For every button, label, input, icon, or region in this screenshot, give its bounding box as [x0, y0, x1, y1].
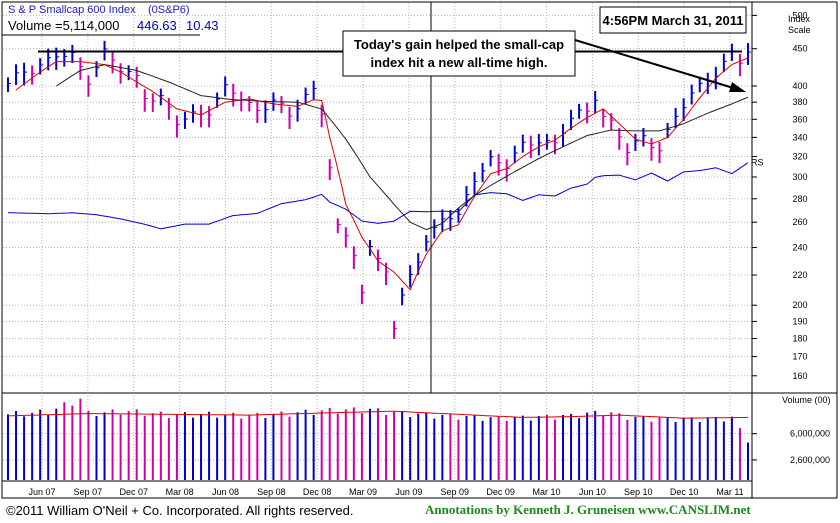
x-tick-label: Jun 07 — [28, 487, 55, 497]
price-axis-ticks: 500 450 400 380 360 340 320 300 280 260 240 220 200 1… — [752, 10, 808, 381]
volume-average-line — [7, 410, 749, 419]
x-tick-label: Mar 11 — [716, 487, 743, 497]
price-tick-label: 400 — [792, 81, 807, 91]
copyright: ©2011 William O'Neil + Co. Incorporated.… — [6, 503, 354, 518]
price-tick-label: 180 — [792, 334, 807, 344]
price-tick-label: 500 — [792, 10, 807, 20]
price-tick-label: 280 — [792, 194, 807, 204]
price-tick-label: 200 — [792, 300, 807, 310]
x-tick-label: Sep 07 — [74, 487, 103, 497]
annotation-arrowhead — [729, 82, 746, 92]
annotation-box — [342, 30, 576, 77]
x-tick-label: Jun 09 — [395, 487, 422, 497]
timestamp: 4:56PM March 31, 2011 — [603, 13, 744, 28]
price-tick-label: 320 — [792, 152, 807, 162]
x-tick-label: Dec 08 — [303, 487, 332, 497]
timestamp-box — [599, 6, 747, 34]
rs-line — [7, 162, 749, 230]
x-tick-label: Dec 09 — [486, 487, 515, 497]
annotation-arrow-line — [574, 39, 741, 91]
price-tick-label: 300 — [792, 172, 807, 182]
x-tick-label: Jun 08 — [212, 487, 239, 497]
annotation-line-1: Today's gain helped the small-cap — [354, 37, 564, 52]
x-tick-label: Dec 07 — [119, 487, 148, 497]
annotations-credit: Annotations by Kenneth J. Gruneisen www.… — [425, 502, 751, 517]
x-tick-label: Dec 10 — [670, 487, 699, 497]
volume-axis-ticks: 6,000,000 2,600,000 — [752, 429, 830, 465]
x-tick-label: Sep 10 — [624, 487, 653, 497]
price-axis-title-1: Index — [788, 14, 811, 24]
price-tick-label: 260 — [792, 217, 807, 227]
volume-readout: Volume =5,114,000 — [8, 18, 119, 33]
annotation-line-2: index hit a new all-time high. — [371, 55, 548, 70]
volume-axis-title: Volume (00) — [782, 395, 831, 405]
x-axis-labels: Jun 07 Sep 07 Dec 07 Mar 08 Jun 08 Sep 08 Dec … — [28, 487, 743, 497]
price-readout: 446.63 — [137, 18, 177, 33]
price-tick-label: 240 — [792, 243, 807, 253]
price-axis-title-2: Scale — [788, 25, 811, 35]
x-tick-label: Mar 08 — [166, 487, 194, 497]
price-tick-label: 380 — [792, 97, 807, 107]
index-title: S & P Smallcap 600 Index — [8, 4, 136, 16]
price-tick-label: 340 — [792, 132, 807, 142]
price-tick-label: 190 — [792, 316, 807, 326]
rs-label: RS — [751, 158, 764, 168]
volume-bars — [7, 398, 749, 480]
change-readout: 10.43 — [186, 18, 219, 33]
price-tick-label: 220 — [792, 270, 807, 280]
price-tick-label: 450 — [792, 44, 807, 54]
moving-average-black — [56, 64, 749, 231]
price-tick-label: 170 — [792, 352, 807, 362]
x-tick-label: Sep 09 — [441, 487, 470, 497]
x-tick-label: Mar 10 — [533, 487, 561, 497]
volume-tick-label: 2,600,000 — [790, 455, 830, 465]
x-tick-label: Mar 09 — [349, 487, 377, 497]
price-tick-label: 360 — [792, 114, 807, 124]
price-tick-label: 160 — [792, 371, 807, 381]
index-symbol: (0S&P6) — [148, 4, 190, 16]
volume-tick-label: 6,000,000 — [790, 429, 830, 439]
x-tick-label: Sep 08 — [257, 487, 286, 497]
x-tick-label: Jun 10 — [579, 487, 606, 497]
